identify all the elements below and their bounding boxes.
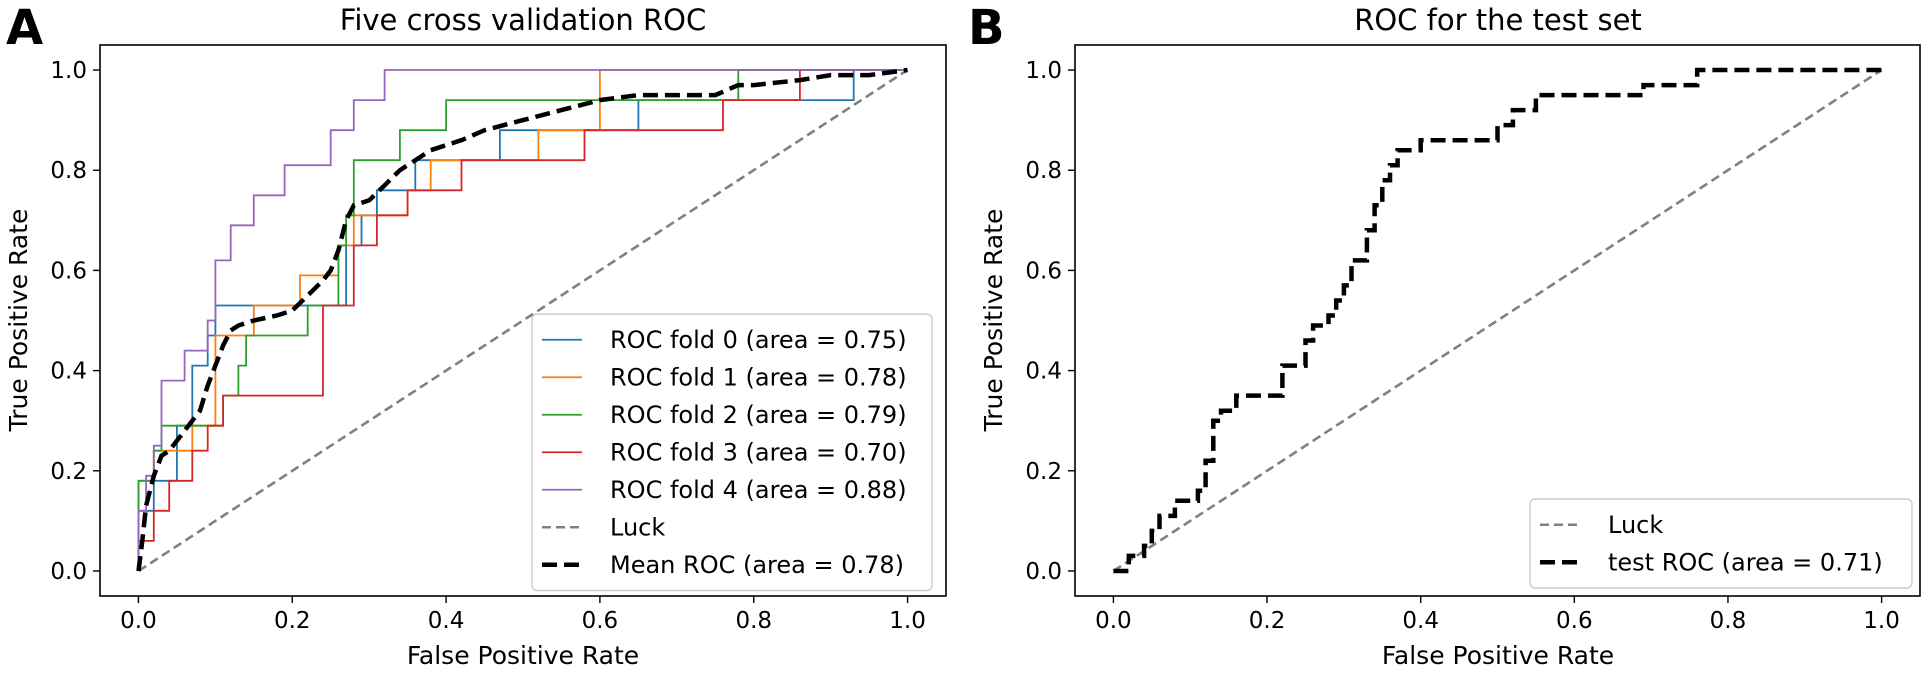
y-tick-label: 0.0 bbox=[50, 559, 87, 585]
y-axis-label-b: True Positive Rate bbox=[979, 209, 1008, 433]
series-line-luck-a bbox=[137, 68, 909, 573]
y-tick-label: 1.0 bbox=[1025, 58, 1062, 84]
x-axis-label-a: False Positive Rate bbox=[407, 641, 639, 670]
panel-a: A Five cross validation ROC 0.0 0.2 0.4 0.6… bbox=[4, 0, 947, 670]
series-line-luck-b bbox=[1112, 68, 1883, 573]
x-tick-label: 0.4 bbox=[1402, 608, 1439, 634]
y-tick-label: 0.2 bbox=[1025, 459, 1062, 485]
series-line-test-roc-area-0-71-b bbox=[1113, 67, 1882, 574]
series-line-mean-roc-area-0-78-a bbox=[136, 67, 908, 572]
legend-label-roc-fold-2-area-0-79: ROC fold 2 (area = 0.79) bbox=[610, 401, 907, 429]
x-tick-label: 0.2 bbox=[274, 608, 311, 634]
y-tick-label: 0.2 bbox=[50, 459, 87, 485]
x-tick-label: 0.6 bbox=[1556, 608, 1593, 634]
y-tick-label: 1.0 bbox=[50, 58, 87, 84]
chart-title-a: Five cross validation ROC bbox=[340, 3, 706, 37]
x-axis-label-b: False Positive Rate bbox=[1382, 641, 1614, 670]
x-tick-label: 0.2 bbox=[1249, 608, 1286, 634]
axes-frame-a bbox=[99, 44, 947, 597]
axes-frame-b bbox=[1074, 44, 1921, 597]
y-tick-label: 0.4 bbox=[1025, 359, 1062, 385]
legend-b: Luck test ROC (area = 0.71) bbox=[1529, 498, 1913, 589]
legend-label-mean-roc-area-0-78: Mean ROC (area = 0.78) bbox=[610, 551, 904, 579]
plot-area-b: 0.0 0.2 0.4 0.6 0.8 1.0 0.0 0.2 0.4 0.6 0.8 1.0 Luck… bbox=[1025, 44, 1921, 634]
x-tick-label: 0.4 bbox=[428, 608, 465, 634]
x-tick-label: 0.6 bbox=[582, 608, 619, 634]
x-tick-label: 1.0 bbox=[1863, 608, 1900, 634]
legend-a: ROC fold 0 (area = 0.75) ROC fold 1 (area… bbox=[531, 313, 933, 592]
y-tick-label: 0.6 bbox=[50, 258, 87, 284]
panel-letter-b: B bbox=[968, 0, 1005, 56]
legend-label-roc-fold-4-area-0-88: ROC fold 4 (area = 0.88) bbox=[610, 476, 907, 504]
x-tick-label: 0.8 bbox=[1710, 608, 1747, 634]
series-group-a bbox=[136, 67, 909, 573]
series-group-b bbox=[1112, 67, 1883, 574]
legend-box-b bbox=[1529, 498, 1913, 589]
x-tick-label: 0.0 bbox=[1095, 608, 1132, 634]
legend-label-roc-fold-0-area-0-75: ROC fold 0 (area = 0.75) bbox=[610, 326, 907, 354]
legend-box-a bbox=[531, 313, 933, 592]
x-tick-label: 1.0 bbox=[889, 608, 926, 634]
legend-label-luck: Luck bbox=[610, 513, 665, 541]
legend-label-roc-fold-1-area-0-78: ROC fold 1 (area = 0.78) bbox=[610, 363, 907, 391]
y-tick-label: 0.6 bbox=[1025, 258, 1062, 284]
legend-label-roc-fold-3-area-0-70: ROC fold 3 (area = 0.70) bbox=[610, 438, 907, 466]
y-axis-label-a: True Positive Rate bbox=[4, 209, 33, 433]
legend-label-test-roc-area-0-71: test ROC (area = 0.71) bbox=[1608, 548, 1883, 576]
y-tick-label: 0.8 bbox=[50, 158, 87, 184]
x-tick-label: 0.8 bbox=[735, 608, 772, 634]
panel-b: B ROC for the test set 0.0 0.2 0.4 0.6 0.8 1.… bbox=[968, 0, 1921, 670]
series-line-roc-fold-4-area-0-88-a bbox=[137, 69, 908, 571]
series-line-roc-fold-3-area-0-70-a bbox=[137, 69, 908, 571]
y-tick-label: 0.8 bbox=[1025, 158, 1062, 184]
y-tick-label: 0.4 bbox=[50, 359, 87, 385]
x-tick-label: 0.0 bbox=[120, 608, 157, 634]
panel-letter-a: A bbox=[6, 0, 43, 56]
y-tick-label: 0.0 bbox=[1025, 559, 1062, 585]
plot-area-a: 0.0 0.2 0.4 0.6 0.8 1.0 0.0 0.2 0.4 0.6 0.8 1.0 ROC … bbox=[50, 44, 947, 634]
chart-title-b: ROC for the test set bbox=[1354, 3, 1642, 37]
legend-label-luck: Luck bbox=[1608, 511, 1663, 539]
